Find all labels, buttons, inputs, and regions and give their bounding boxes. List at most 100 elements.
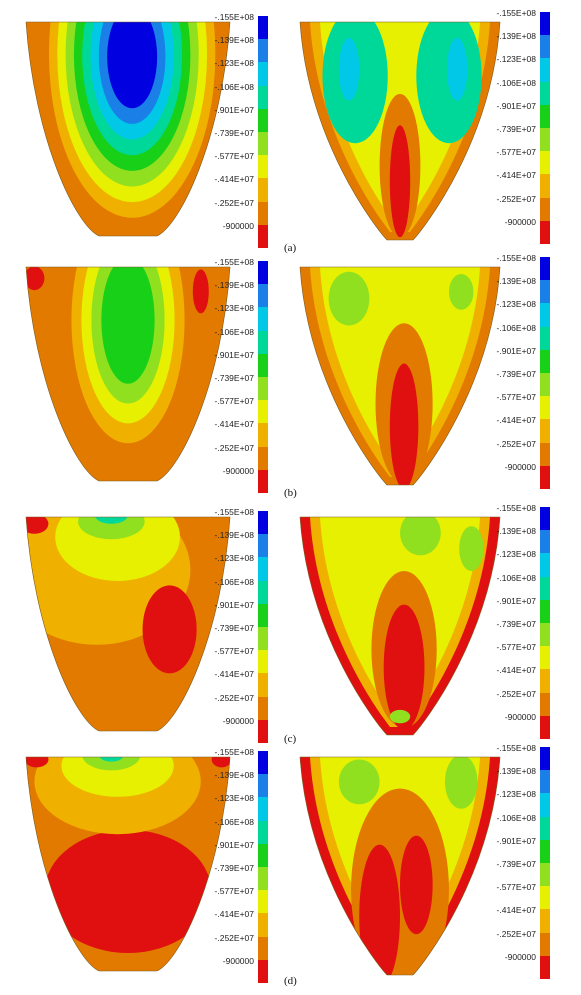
colorbar-label: -.123E+08 (214, 303, 254, 314)
figure-panel: -.155E+08 -.139E+08 -.123E+08 -.106E+08 -.90… (0, 503, 581, 750)
colorbar-label: -.106E+08 (496, 572, 536, 583)
colorbar-swatch (540, 530, 550, 554)
colorbar-label: -.414E+07 (214, 174, 254, 185)
colorbar-swatch (258, 603, 268, 627)
colorbar-swatch (540, 419, 550, 443)
colorbar-label: -.901E+07 (214, 599, 254, 610)
colorbar-label: -.577E+07 (496, 882, 536, 893)
contour-band (101, 267, 155, 384)
colorbar-swatch (540, 669, 550, 693)
colorbar-label: -.155E+08 (214, 507, 254, 517)
colorbar-swatch (258, 820, 268, 844)
colorbar-swatch (258, 867, 268, 891)
colorbar-swatch (258, 39, 268, 63)
colorbar-swatch (540, 553, 550, 577)
colorbar-label: -.155E+08 (496, 503, 536, 513)
colorbar-label: -.123E+08 (214, 58, 254, 69)
colorbar-swatch (258, 224, 268, 248)
colorbar-label: -.123E+08 (214, 553, 254, 564)
contour-band (328, 271, 370, 326)
colorbar-label: -.901E+07 (214, 104, 254, 115)
colorbar-label: -.139E+08 (496, 526, 536, 537)
colorbar-swatch (540, 81, 550, 105)
colorbar-label: -900000 (504, 711, 536, 722)
colorbar-label: -.414E+07 (214, 419, 254, 430)
contour-band (26, 267, 45, 291)
colorbar-label: -.901E+07 (496, 595, 536, 606)
colorbar-label: -.155E+08 (496, 743, 536, 753)
colorbar-label: -.106E+08 (496, 77, 536, 88)
colorbar-swatch (258, 446, 268, 470)
colorbar-label: -.123E+08 (496, 54, 536, 65)
colorbar-label: -.739E+07 (496, 619, 536, 629)
colorbar-label: -.577E+07 (496, 147, 536, 158)
colorbar-label: -.252E+07 (496, 928, 536, 939)
contour-band (26, 757, 49, 768)
figure-panel: -.155E+08 -.139E+08 -.123E+08 -.106E+08 -.90… (0, 8, 581, 254)
colorbar-label: -.414E+07 (496, 415, 536, 426)
colorbar-swatch (258, 936, 268, 960)
colorbar-label: -.414E+07 (214, 909, 254, 920)
colorbar-label: -.106E+08 (496, 812, 536, 823)
colorbar-label: -.252E+07 (496, 193, 536, 204)
colorbar-swatch (258, 108, 268, 132)
colorbar-swatch (540, 373, 550, 397)
colorbar-label: -.739E+07 (214, 373, 254, 383)
left-contour-plot (25, 756, 231, 972)
colorbar-swatch (258, 696, 268, 720)
colorbar-label: -.139E+08 (214, 280, 254, 291)
colorbar-swatch (258, 557, 268, 581)
colorbar-label: -.139E+08 (496, 31, 536, 42)
contour-band (26, 517, 49, 534)
colorbar-swatch (258, 469, 268, 493)
colorbar-label: -900000 (222, 465, 254, 476)
colorbar-swatch (540, 174, 550, 198)
left-contour-plot (25, 516, 231, 732)
contour-band (44, 829, 212, 953)
colorbar-swatch (540, 839, 550, 863)
contour-band (142, 585, 197, 674)
right-contour-plot (299, 266, 501, 486)
colorbar-label: -.252E+07 (214, 442, 254, 453)
colorbar-swatch (258, 377, 268, 401)
colorbar-swatch (258, 155, 268, 179)
colorbar-label: -.106E+08 (214, 81, 254, 92)
colorbar-label: -.414E+07 (214, 669, 254, 680)
colorbar-swatch (540, 623, 550, 647)
colorbar-label: -.739E+07 (496, 859, 536, 869)
contour-band (338, 37, 360, 101)
colorbar-label: -.901E+07 (214, 839, 254, 850)
colorbar-swatch (258, 261, 268, 285)
colorbar-label: -900000 (504, 461, 536, 472)
colorbar-label: -.739E+07 (214, 863, 254, 873)
colorbar-swatch (540, 646, 550, 670)
colorbar-swatch (540, 257, 550, 281)
colorbar-swatch (258, 913, 268, 937)
colorbar-legend: -.155E+08 -.139E+08 -.123E+08 -.106E+08 -.90… (214, 747, 268, 983)
colorbar-swatch (540, 932, 550, 956)
colorbar-swatch (540, 465, 550, 489)
colorbar-label: -.123E+08 (496, 549, 536, 560)
colorbar-swatch (540, 104, 550, 128)
colorbar-label: -.252E+07 (496, 438, 536, 449)
colorbar-label: -.139E+08 (496, 766, 536, 777)
colorbar-swatch (258, 423, 268, 447)
colorbar-swatch (540, 770, 550, 794)
colorbar-label: -.155E+08 (496, 8, 536, 18)
colorbar-swatch (258, 650, 268, 674)
colorbar-swatch (258, 353, 268, 377)
colorbar-label: -.414E+07 (496, 665, 536, 676)
colorbar-label: -.139E+08 (214, 770, 254, 781)
colorbar-swatch (258, 843, 268, 867)
colorbar-swatch (258, 307, 268, 331)
colorbar-swatch (540, 793, 550, 817)
colorbar-label: -.106E+08 (496, 322, 536, 333)
colorbar-label: -900000 (504, 951, 536, 962)
colorbar-label: -.414E+07 (496, 905, 536, 916)
contour-band (107, 22, 158, 109)
contour-band (338, 759, 380, 805)
colorbar-label: -.577E+07 (214, 151, 254, 162)
colorbar-label: -.739E+07 (214, 128, 254, 138)
colorbar-swatch (258, 511, 268, 535)
contour-band (389, 363, 419, 485)
